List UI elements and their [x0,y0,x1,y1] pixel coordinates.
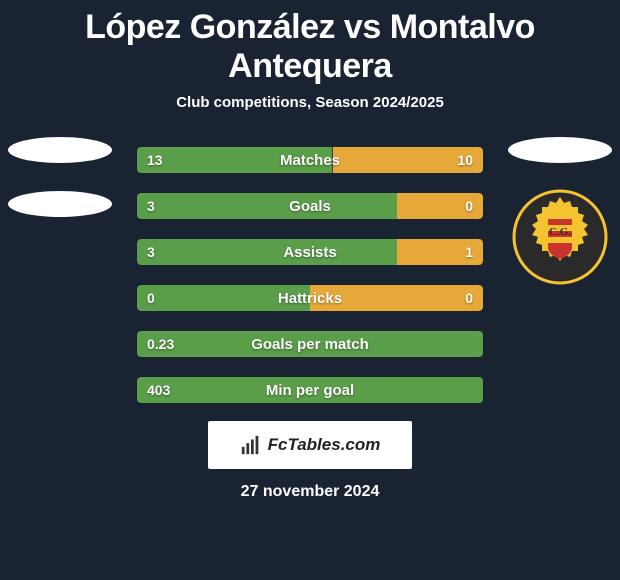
stat-value-right: 1 [465,239,473,265]
stat-value-left: 0 [147,285,155,311]
stat-value-right: 0 [465,285,473,311]
svg-text:C.G.: C.G. [549,226,571,238]
stat-label: Goals per match [137,331,483,357]
stat-label: Assists [137,239,483,265]
stat-value-left: 403 [147,377,170,403]
stat-value-left: 13 [147,147,163,173]
stat-rows: Matches1310Goals30Assists31Hattricks00Go… [137,147,483,403]
player-right-avatar [508,137,612,191]
stat-label: Hattricks [137,285,483,311]
stat-label: Goals [137,193,483,219]
stat-value-left: 3 [147,239,155,265]
fctables-watermark: FcTables.com [208,421,412,469]
stat-value-right: 0 [465,193,473,219]
club-badge-icon: C.G. [512,189,608,285]
fctables-label: FcTables.com [268,435,381,455]
stats-container: C.G. Matches1310Goals30Assists31Hattrick… [0,147,620,403]
stat-value-left: 0.23 [147,331,174,357]
avatar-placeholder-icon [8,191,112,217]
stat-row: Min per goal403 [137,377,483,403]
stat-label: Min per goal [137,377,483,403]
stat-value-left: 3 [147,193,155,219]
avatar-placeholder-icon [8,137,112,163]
stat-label: Matches [137,147,483,173]
date-label: 27 november 2024 [0,483,620,501]
stat-row: Hattricks0 0 [137,285,483,311]
fctables-icon [240,434,262,456]
stat-row: Goals3 0 [137,193,483,219]
player-left-avatar [8,137,112,245]
stat-row: Goals per match0.23 [137,331,483,357]
subtitle: Club competitions, Season 2024/2025 [0,94,620,111]
page-title: López González vs Montalvo Antequera [0,0,620,86]
avatar-placeholder-icon [508,137,612,163]
stat-row: Assists3 1 [137,239,483,265]
stat-value-right: 10 [457,147,473,173]
stat-row: Matches13 10 [137,147,483,173]
